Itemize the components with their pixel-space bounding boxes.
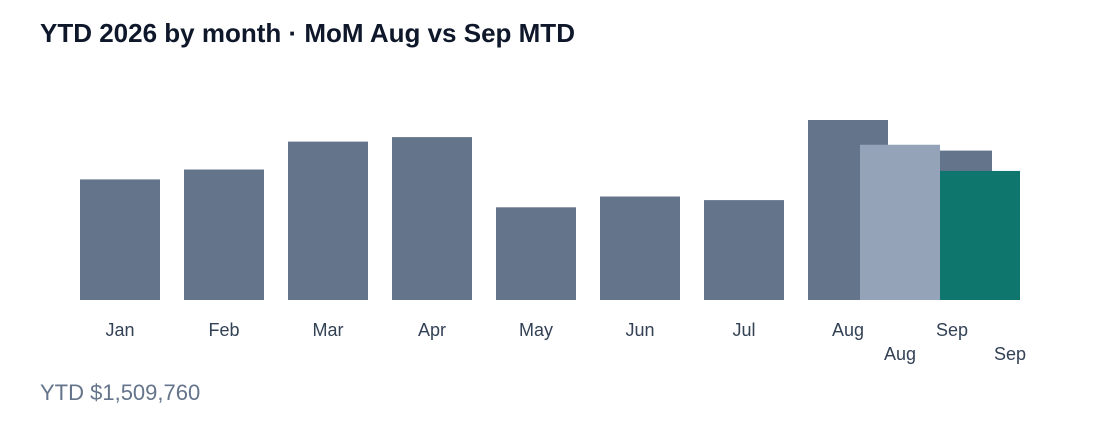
tick-label-sep: Sep [936, 320, 968, 340]
bar-feb [184, 169, 264, 300]
tick-label-may: May [519, 320, 553, 340]
comparison-bar-sep [940, 170, 1020, 300]
comparison-label-sep: Sep [994, 344, 1026, 364]
tick-label-aug: Aug [832, 320, 864, 340]
tick-label-jan: Jan [105, 320, 134, 340]
tick-label-mar: Mar [313, 320, 344, 340]
comparison-label-aug: Aug [884, 344, 916, 364]
bar-jan [80, 179, 160, 300]
tick-label-jun: Jun [625, 320, 654, 340]
bar-apr [392, 137, 472, 300]
bar-jun [600, 196, 680, 300]
bar-jul [704, 200, 784, 300]
ytd-total-label: YTD $1,509,760 [40, 380, 201, 405]
chart-title: YTD 2026 by month · MoM Aug vs Sep MTD [40, 18, 575, 48]
tick-label-apr: Apr [418, 320, 446, 340]
tick-label-feb: Feb [208, 320, 239, 340]
bar-may [496, 207, 576, 300]
bar-chart: Jan Feb Mar Apr May Jun Jul Aug Sep Aug Sep [80, 120, 1026, 364]
comparison-bar-aug [860, 144, 940, 300]
tick-label-jul: Jul [732, 320, 755, 340]
bar-mar [288, 141, 368, 300]
